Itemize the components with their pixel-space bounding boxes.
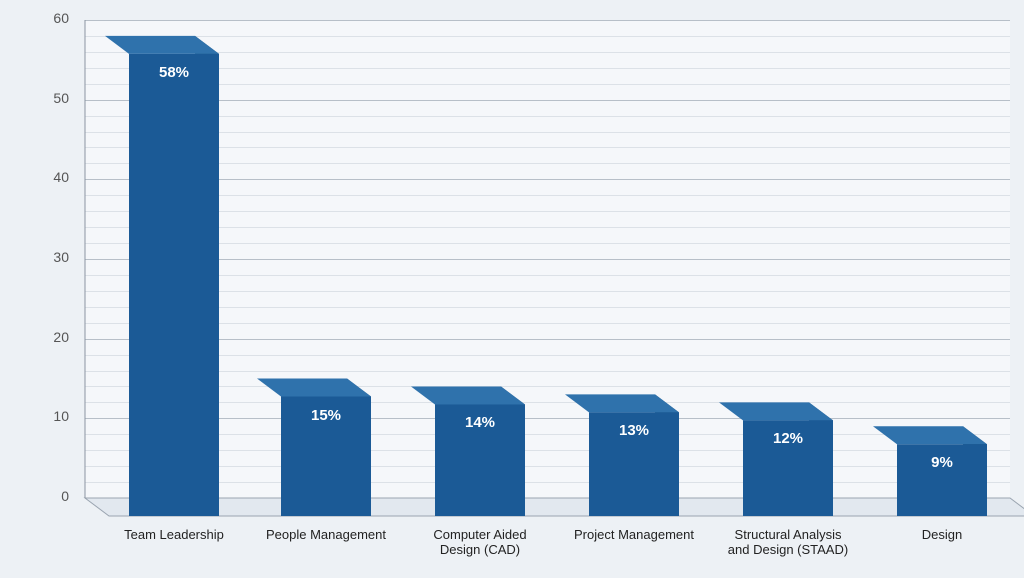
bar-value-label: 58% bbox=[129, 64, 219, 81]
gridline-minor bbox=[85, 211, 1010, 212]
gridline-major bbox=[85, 339, 1010, 340]
bar-value-label: 12% bbox=[743, 430, 833, 447]
gridline-minor bbox=[85, 84, 1010, 85]
gridline-minor bbox=[85, 434, 1010, 435]
y-tick-label: 60 bbox=[0, 10, 69, 26]
x-tick-label: Design bbox=[867, 528, 1017, 543]
gridline-minor bbox=[85, 132, 1010, 133]
gridline-major bbox=[85, 100, 1010, 101]
gridline-minor bbox=[85, 466, 1010, 467]
y-tick-label: 40 bbox=[0, 169, 69, 185]
y-tick-label: 0 bbox=[0, 488, 69, 504]
gridline-minor bbox=[85, 450, 1010, 451]
bar-value-label: 15% bbox=[281, 407, 371, 424]
gridline-major bbox=[85, 418, 1010, 419]
x-tick-label: Team Leadership bbox=[99, 528, 249, 543]
gridline-minor bbox=[85, 291, 1010, 292]
gridline-minor bbox=[85, 275, 1010, 276]
gridline-minor bbox=[85, 371, 1010, 372]
x-tick-label: People Management bbox=[251, 528, 401, 543]
x-tick-label: Computer AidedDesign (CAD) bbox=[405, 528, 555, 558]
bar-value-label: 13% bbox=[589, 422, 679, 439]
gridline-major bbox=[85, 20, 1010, 21]
gridline-minor bbox=[85, 482, 1010, 483]
bar-value-label: 14% bbox=[435, 414, 525, 431]
gridline-minor bbox=[85, 402, 1010, 403]
plot-background bbox=[85, 20, 1010, 498]
y-tick-label: 30 bbox=[0, 249, 69, 265]
gridline-major bbox=[85, 259, 1010, 260]
gridline-major bbox=[85, 179, 1010, 180]
gridline-minor bbox=[85, 163, 1010, 164]
gridline-minor bbox=[85, 52, 1010, 53]
gridline-minor bbox=[85, 386, 1010, 387]
gridline-minor bbox=[85, 323, 1010, 324]
gridline-minor bbox=[85, 243, 1010, 244]
chart-canvas: 0 10 20 30 40 50 60 58% Team Leadership 15% People… bbox=[0, 0, 1024, 578]
y-tick-label: 10 bbox=[0, 408, 69, 424]
gridline-minor bbox=[85, 36, 1010, 37]
gridline-major bbox=[85, 498, 1010, 499]
gridline-minor bbox=[85, 68, 1010, 69]
gridline-minor bbox=[85, 227, 1010, 228]
gridline-minor bbox=[85, 147, 1010, 148]
gridline-minor bbox=[85, 195, 1010, 196]
x-tick-label: Structural Analysisand Design (STAAD) bbox=[713, 528, 863, 558]
gridline-minor bbox=[85, 355, 1010, 356]
gridline-minor bbox=[85, 116, 1010, 117]
y-tick-label: 50 bbox=[0, 90, 69, 106]
gridline-minor bbox=[85, 307, 1010, 308]
x-tick-label: Project Management bbox=[559, 528, 709, 543]
bar-value-label: 9% bbox=[897, 454, 987, 471]
y-tick-label: 20 bbox=[0, 329, 69, 345]
